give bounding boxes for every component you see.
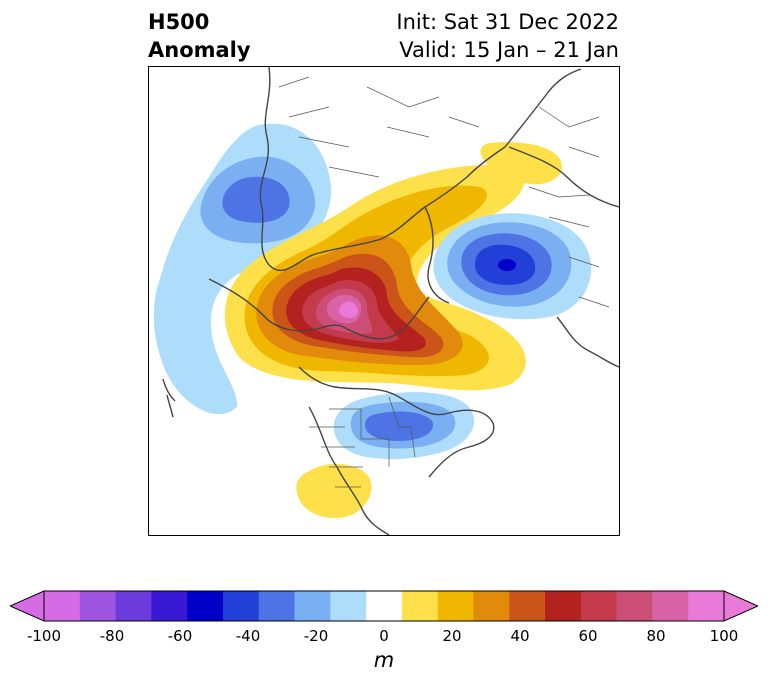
colorbar-segment (545, 591, 582, 621)
run-info: Init: Sat 31 Dec 2022 Valid: 15 Jan – 21… (396, 8, 619, 64)
colorbar-segment (79, 591, 117, 621)
colorbar-tick-label: 40 (510, 627, 530, 645)
colorbar-segment (473, 591, 510, 621)
colorbar-tick-label: -40 (235, 627, 261, 645)
colorbar-segment (330, 591, 367, 621)
colorbar-extend-low (10, 590, 45, 622)
colorbar-tick-label: 60 (578, 627, 598, 645)
colorbar-tick-label: -80 (99, 627, 125, 645)
title-field-type: Anomaly (148, 38, 251, 62)
colorbar-segment (294, 591, 331, 621)
colorbar-tick-label: -100 (26, 627, 62, 645)
colorbar-tick-label: 0 (379, 627, 389, 645)
political-borders (278, 76, 610, 488)
colorbar-segment (616, 591, 653, 621)
pacific-negative-anomaly (153, 123, 332, 415)
colorbar-segment (187, 591, 224, 621)
siberia-negative-anomaly (433, 213, 592, 320)
colorbar-segment (652, 591, 689, 621)
colorbar-tick-label: 100 (709, 627, 739, 645)
south-positive-anomaly (296, 463, 372, 519)
colorbar-segment (222, 591, 260, 621)
colorbar-tick-label: 80 (646, 627, 666, 645)
colorbar-tick-label: -60 (167, 627, 193, 645)
colorbar-tick-label: 20 (442, 627, 462, 645)
colorbar-segment (366, 591, 403, 621)
colorbar-segment (580, 591, 618, 621)
colorbar-segment (115, 591, 152, 621)
colorbar (10, 590, 758, 622)
ridge-positive-anomaly (224, 142, 563, 391)
colorbar-segment (151, 591, 188, 621)
colorbar-segment (688, 591, 725, 621)
init-time: Init: Sat 31 Dec 2022 (396, 10, 619, 34)
colorbar-outline (43, 590, 725, 622)
colorbar-unit: m (373, 648, 395, 672)
us-negative-anomaly (333, 392, 475, 460)
colorbar-segment (401, 591, 439, 621)
anomaly-map (148, 66, 620, 536)
map-title: H500 Anomaly (148, 8, 251, 64)
colorbar-segment (509, 591, 546, 621)
colorbar-segment (44, 591, 81, 621)
title-field-name: H500 (148, 10, 210, 34)
colorbar-tick-label: -20 (303, 627, 329, 645)
colorbar-segment (437, 591, 474, 621)
coastlines (162, 67, 619, 535)
anomaly-map-canvas (153, 67, 619, 535)
colorbar-segment (258, 591, 296, 621)
valid-range: Valid: 15 Jan – 21 Jan (399, 38, 619, 62)
colorbar-extend-high (723, 590, 758, 622)
